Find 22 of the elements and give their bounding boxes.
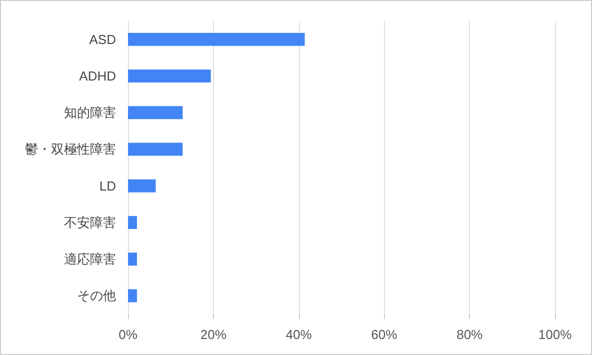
y-tick-label: 知的障害 — [64, 105, 116, 120]
x-tick-label: 100% — [538, 327, 572, 342]
bar — [128, 216, 137, 229]
bar — [128, 106, 183, 120]
x-tick-label: 40% — [286, 327, 312, 342]
x-tick-label: 80% — [456, 327, 484, 342]
bar — [128, 69, 211, 82]
y-tick-label: その他 — [77, 288, 116, 304]
bar — [128, 142, 183, 156]
x-tick-label: 20% — [200, 327, 227, 342]
bar — [128, 289, 137, 302]
bar — [128, 32, 305, 46]
y-tick-label: 鬱・双極性障害 — [25, 142, 116, 157]
y-tick-label: 不安障害 — [64, 214, 116, 230]
x-tick-label: 60% — [371, 327, 398, 342]
bar — [128, 252, 137, 266]
y-tick-label: ADHD — [79, 68, 116, 84]
bar — [128, 179, 156, 192]
y-tick-label: 適応障害 — [64, 252, 116, 267]
y-tick-label: ASD — [89, 32, 116, 47]
x-tick-label: 0% — [118, 327, 138, 342]
y-tick-label: LD — [99, 178, 116, 194]
